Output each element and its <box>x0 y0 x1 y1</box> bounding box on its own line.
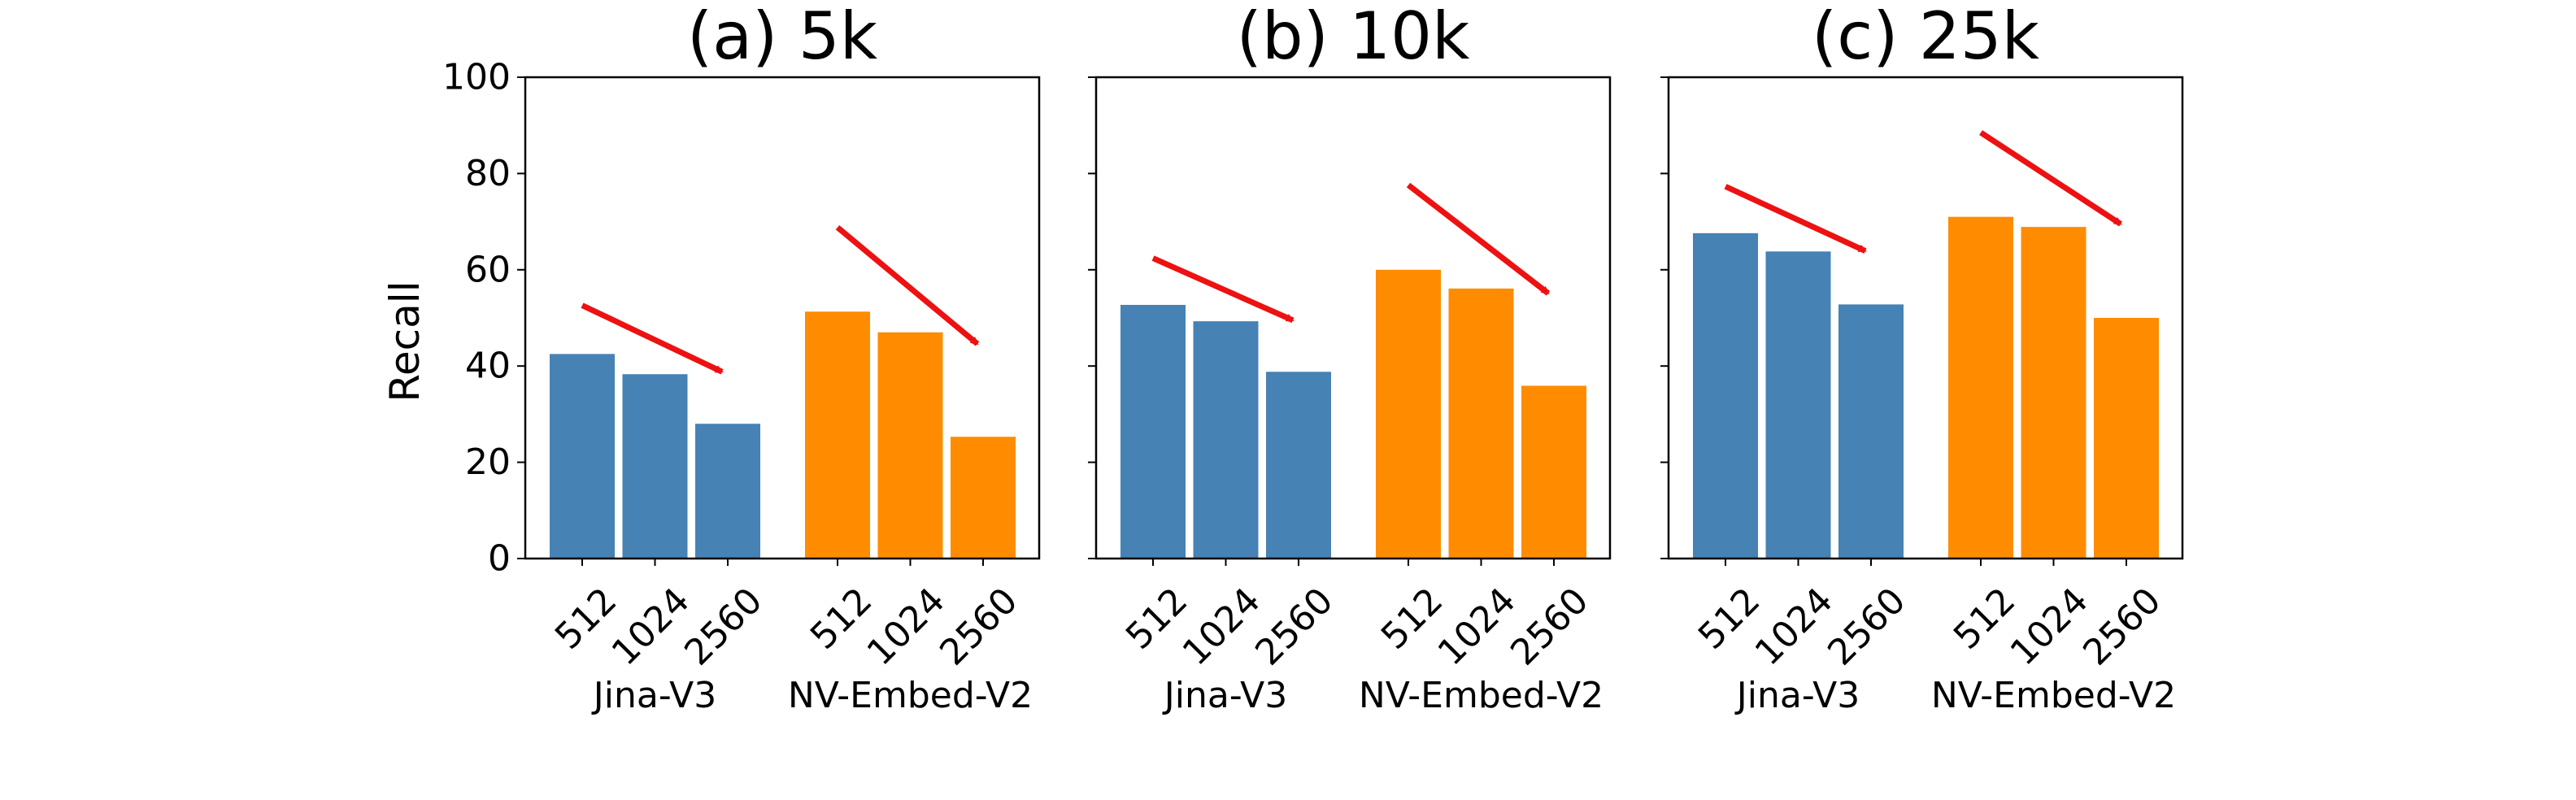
chart-panel: (a) 5k51210242560Jina-V351210242560NV-Em… <box>442 0 1041 716</box>
y-tick-label: 100 <box>442 57 511 98</box>
bar <box>805 311 870 559</box>
x-tick-label: 2560 <box>677 580 770 673</box>
x-tick-label: 1024 <box>2003 580 2096 673</box>
trend-arrow <box>581 302 724 375</box>
plot-area-frame <box>1667 76 2184 560</box>
y-tick-label: 80 <box>465 153 511 194</box>
x-tick-label: 1024 <box>1175 580 1268 673</box>
bar <box>1693 233 1758 559</box>
bar <box>622 374 688 559</box>
x-tick-label: 2560 <box>1820 580 1913 673</box>
bar <box>1838 304 1904 559</box>
x-tick-label: 1024 <box>1747 580 1841 673</box>
panel-title: (b) 10k <box>1237 0 1470 74</box>
bar <box>877 332 943 559</box>
bar <box>1765 251 1831 559</box>
y-tick-label: 60 <box>465 249 511 290</box>
group-label: NV-Embed-V2 <box>1931 675 2176 716</box>
bar <box>1948 216 2013 559</box>
trend-arrow <box>1406 182 1551 296</box>
bar <box>695 424 760 559</box>
panel-title: (c) 25k <box>1812 0 2040 74</box>
y-axis-label: Recall <box>381 280 429 402</box>
bar <box>1376 269 1441 559</box>
trend-arrow <box>1151 255 1295 324</box>
y-tick-label: 20 <box>465 441 511 483</box>
trend-arrow <box>1979 130 2122 227</box>
bar <box>2021 227 2086 559</box>
x-tick-label: 2560 <box>2075 580 2169 673</box>
trend-arrow <box>835 225 980 346</box>
x-tick-label: 2560 <box>1503 580 1596 673</box>
chart-panel: (c) 25k51210242560Jina-V351210242560NV-E… <box>1660 0 2184 716</box>
bar <box>1193 321 1259 559</box>
x-tick-label: 1024 <box>1430 580 1524 673</box>
chart-panel: (b) 10k51210242560Jina-V351210242560NV-E… <box>1088 0 1612 716</box>
y-tick-label: 40 <box>465 346 511 387</box>
bar <box>2094 318 2159 559</box>
bar <box>1266 372 1331 559</box>
x-tick-label: 1024 <box>859 580 953 673</box>
group-label: Jina-V3 <box>1734 675 1860 716</box>
group-label: NV-Embed-V2 <box>788 675 1033 716</box>
group-label: Jina-V3 <box>1162 675 1287 716</box>
plot-area-frame <box>1094 76 1612 560</box>
group-label: NV-Embed-V2 <box>1359 675 1603 716</box>
bar <box>1120 305 1186 559</box>
chart-panels: (a) 5k51210242560Jina-V351210242560NV-Em… <box>442 0 2184 716</box>
bar <box>951 437 1016 559</box>
x-tick-label: 2560 <box>932 580 1025 673</box>
plot-area-frame <box>524 76 1041 560</box>
trend-arrow <box>1724 184 1867 254</box>
panel-title: (a) 5k <box>687 0 878 74</box>
group-label: Jina-V3 <box>591 675 716 716</box>
bar <box>550 354 615 559</box>
x-tick-label: 1024 <box>604 580 698 673</box>
y-tick-label: 0 <box>488 538 511 580</box>
x-tick-label: 2560 <box>1247 580 1341 673</box>
bar <box>1521 385 1586 559</box>
bar <box>1448 288 1514 559</box>
